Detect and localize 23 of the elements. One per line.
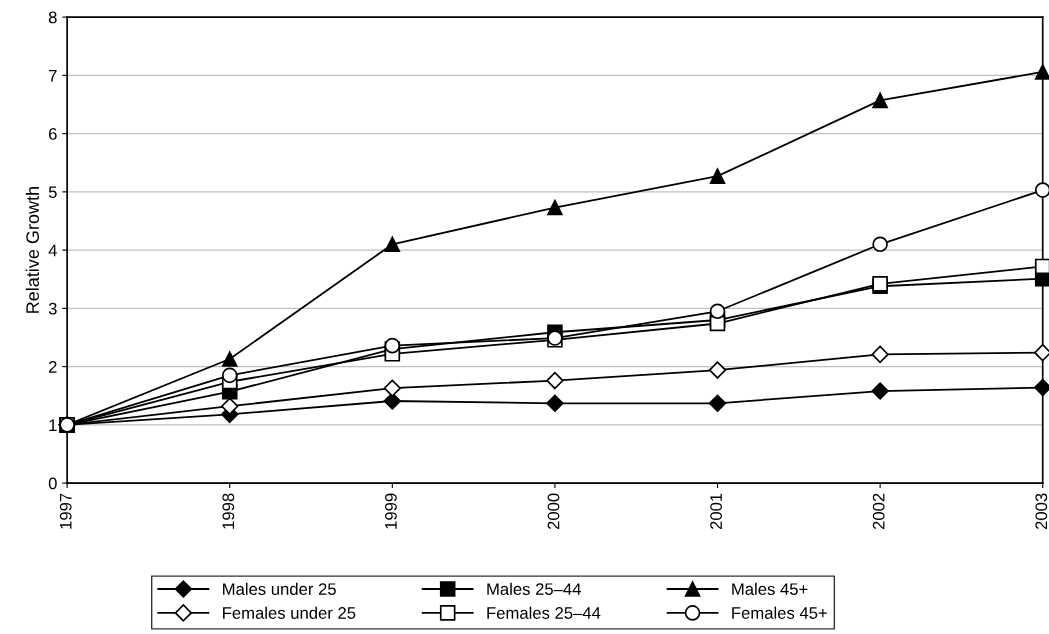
y-tick-label: 5 xyxy=(48,186,57,199)
y-tick-label: 2 xyxy=(48,361,57,373)
legend-label: Males 25–44 xyxy=(487,582,581,596)
x-tick-label: 2003 xyxy=(1035,493,1048,530)
x-tick-label: 2000 xyxy=(547,493,560,530)
y-tick-label: 0 xyxy=(48,477,57,490)
x-tick-label: 1997 xyxy=(59,493,72,529)
y-tick-label: 8 xyxy=(48,11,57,24)
x-tick-label: 2001 xyxy=(710,493,722,530)
legend-label: Females under 25 xyxy=(223,606,356,619)
legend-label: Males 45+ xyxy=(732,582,808,596)
y-tick-label: 6 xyxy=(48,128,57,140)
y-tick-label: 4 xyxy=(48,244,57,257)
x-tick-label: 2002 xyxy=(872,493,885,530)
legend-label: Females 25–44 xyxy=(487,606,601,619)
x-tick-label: 1999 xyxy=(385,493,397,529)
y-tick-label: 3 xyxy=(48,302,57,315)
y-tick-label: 1 xyxy=(49,419,57,431)
y-tick-label: 7 xyxy=(49,69,57,82)
legend-label: Males under 25 xyxy=(223,582,336,596)
y-axis-title: Relative Growth xyxy=(25,187,40,313)
x-tick-label: 1998 xyxy=(222,493,235,529)
legend-label: Females 45+ xyxy=(732,606,827,619)
